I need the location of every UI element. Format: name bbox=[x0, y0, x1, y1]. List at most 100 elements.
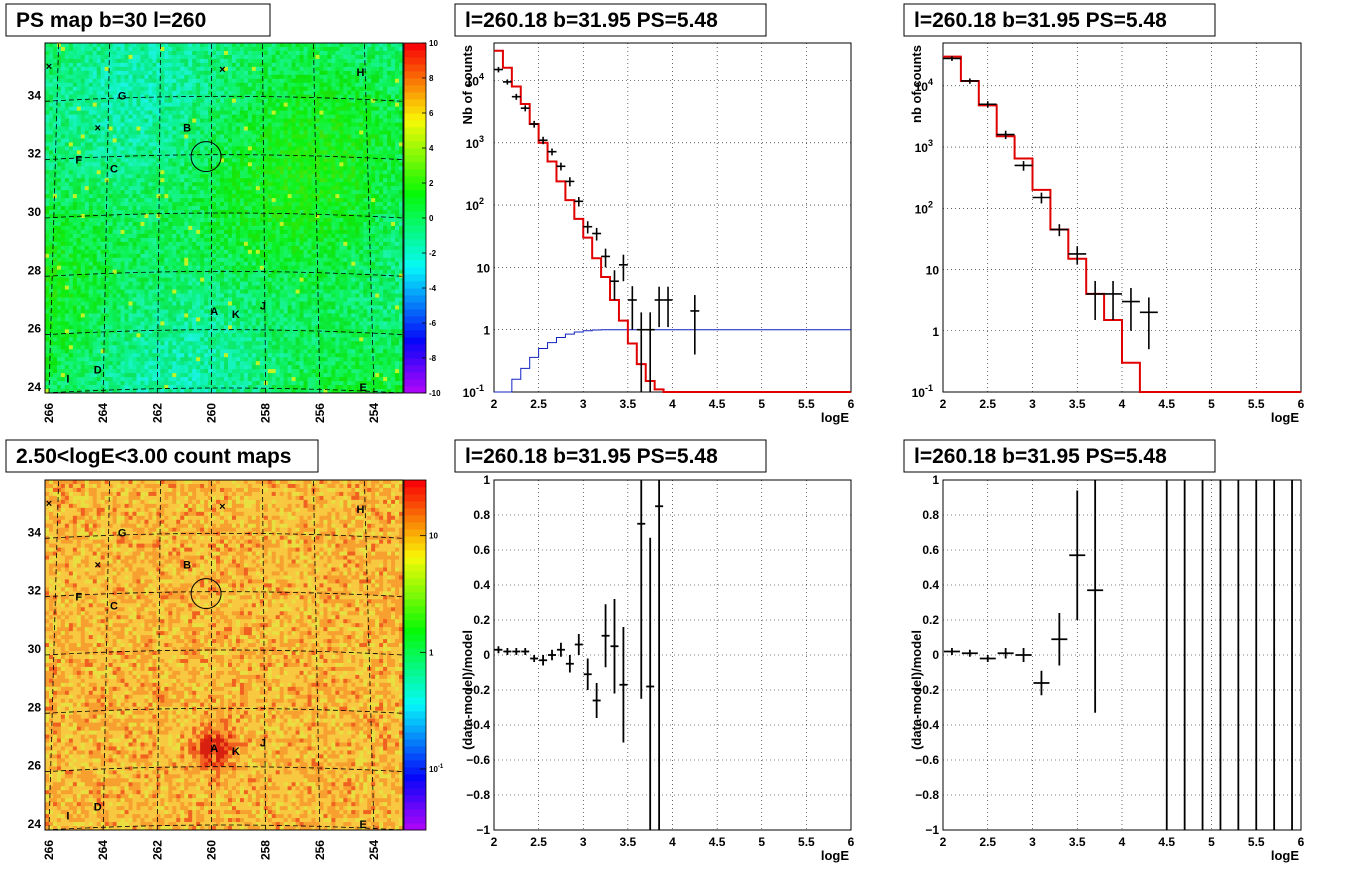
ps-map-cell bbox=[84, 46, 90, 52]
ps-map-cell bbox=[188, 154, 193, 159]
ps-map-cell bbox=[255, 98, 261, 104]
ps-map-cell bbox=[88, 122, 94, 127]
ps-map-cell bbox=[275, 166, 281, 171]
ps-map-cell bbox=[283, 98, 289, 104]
ps-map-cell bbox=[227, 249, 233, 255]
ps-map-cell bbox=[108, 261, 114, 267]
ps-map-cell bbox=[120, 241, 125, 247]
ps-map-cell bbox=[84, 54, 90, 60]
ps-map-cell bbox=[383, 106, 388, 112]
ps-map-cell bbox=[271, 158, 277, 163]
ps-map-cell bbox=[136, 74, 141, 80]
ps-map-cell bbox=[132, 54, 137, 60]
ps-map-cell bbox=[216, 241, 221, 247]
ps-map-cell bbox=[319, 198, 324, 203]
ps-map-cell bbox=[68, 46, 74, 52]
ps-map-cell bbox=[263, 229, 269, 235]
ps-map-cell bbox=[331, 170, 336, 175]
ps-map-cell bbox=[251, 142, 257, 147]
ps-map-cell bbox=[52, 210, 58, 215]
ps-map-cell bbox=[176, 162, 181, 167]
ps-map-cell bbox=[80, 206, 86, 211]
ps-map-cell bbox=[192, 122, 197, 127]
ps-map-cell bbox=[243, 146, 249, 151]
ps-map-cell bbox=[132, 134, 137, 139]
ps-map-cell bbox=[247, 134, 253, 139]
ps-map-cell bbox=[84, 94, 90, 100]
ps-map-cell bbox=[255, 114, 261, 119]
ps-map-cell bbox=[263, 245, 269, 251]
ps-map-cell bbox=[303, 86, 308, 92]
ps-map-cell bbox=[88, 166, 94, 171]
ps-map-cell bbox=[200, 202, 205, 207]
ps-map-cell bbox=[212, 178, 217, 183]
ps-map-cell bbox=[279, 182, 285, 187]
ps-map-cell bbox=[299, 66, 304, 72]
ps-map-cell bbox=[343, 214, 348, 219]
ps-map-cell bbox=[60, 58, 66, 64]
ps-map-cell bbox=[355, 82, 360, 88]
ps-map-cell bbox=[68, 70, 74, 76]
ps-map-cell bbox=[92, 170, 98, 175]
ps-map-cell bbox=[212, 90, 217, 96]
ps-map-cell bbox=[335, 66, 340, 72]
ps-map-cell bbox=[319, 150, 324, 155]
ps-map-cell bbox=[387, 214, 392, 219]
ps-map-cell bbox=[208, 178, 213, 183]
ps-map-cell bbox=[311, 174, 316, 179]
ps-map-cell bbox=[224, 158, 229, 163]
ps-map-cell bbox=[128, 54, 133, 60]
ps-map-cell bbox=[184, 229, 189, 235]
ps-map-cell bbox=[184, 82, 189, 88]
ps-map-cell bbox=[295, 146, 300, 151]
ps-map-cell bbox=[60, 86, 66, 92]
ps-map-cell bbox=[120, 158, 125, 163]
ps-map-cell bbox=[192, 82, 197, 88]
ps-map-cell bbox=[391, 194, 396, 199]
ps-map-cell bbox=[108, 98, 114, 104]
ps-map-cell bbox=[92, 202, 98, 207]
ps-map-cell bbox=[243, 229, 249, 235]
ps-map-cell bbox=[339, 138, 344, 143]
ps-map-cell bbox=[56, 190, 62, 195]
ps-map-cell bbox=[383, 253, 388, 259]
ps-map-cell bbox=[84, 62, 90, 68]
ps-map-cell bbox=[299, 70, 304, 76]
ps-map-cell bbox=[275, 162, 281, 167]
ps-map-cell bbox=[136, 178, 141, 183]
ps-map-cell bbox=[287, 90, 293, 96]
ps-map-cell bbox=[64, 257, 70, 263]
ps-map-cell bbox=[192, 233, 197, 239]
ps-map-cell bbox=[148, 46, 153, 52]
ps-map-cell bbox=[339, 150, 344, 155]
ps-map-cell bbox=[64, 214, 70, 219]
ps-map-cell bbox=[251, 46, 257, 52]
ps-map-cell bbox=[72, 206, 78, 211]
ps-map-cell bbox=[359, 90, 364, 96]
ps-map-cell bbox=[172, 214, 177, 219]
ps-map-cell bbox=[307, 58, 312, 64]
ps-map-cell bbox=[92, 233, 98, 239]
ps-map-cell bbox=[327, 214, 332, 219]
ps-map-cell bbox=[96, 150, 102, 155]
ps-map-cell bbox=[100, 202, 106, 207]
ps-map-cell bbox=[200, 174, 205, 179]
ps-map-cell bbox=[168, 214, 173, 219]
ps-map-cell bbox=[216, 78, 221, 84]
ps-map-cell bbox=[303, 94, 308, 100]
ps-map-cell bbox=[220, 70, 225, 76]
ps-map-cell bbox=[231, 154, 237, 159]
ps-map-cell bbox=[136, 134, 141, 139]
ps-map-cell bbox=[216, 50, 221, 56]
ps-map-cell bbox=[176, 233, 181, 239]
ps-map-cell bbox=[108, 122, 114, 127]
ps-map-cell bbox=[315, 229, 320, 235]
ps-map-cell bbox=[92, 206, 98, 211]
ps-map-cell bbox=[335, 170, 340, 175]
ps-map-cell bbox=[255, 182, 261, 187]
ps-map-cell bbox=[351, 229, 356, 235]
ps-map-cell bbox=[259, 98, 265, 104]
ps-map-cell bbox=[180, 233, 185, 239]
ps-map-cell bbox=[84, 70, 90, 76]
ps-map-cell bbox=[271, 70, 277, 76]
